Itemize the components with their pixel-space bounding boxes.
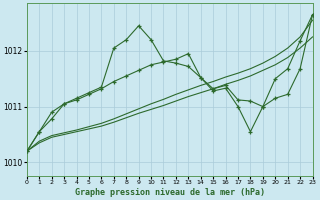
X-axis label: Graphe pression niveau de la mer (hPa): Graphe pression niveau de la mer (hPa)	[75, 188, 265, 197]
